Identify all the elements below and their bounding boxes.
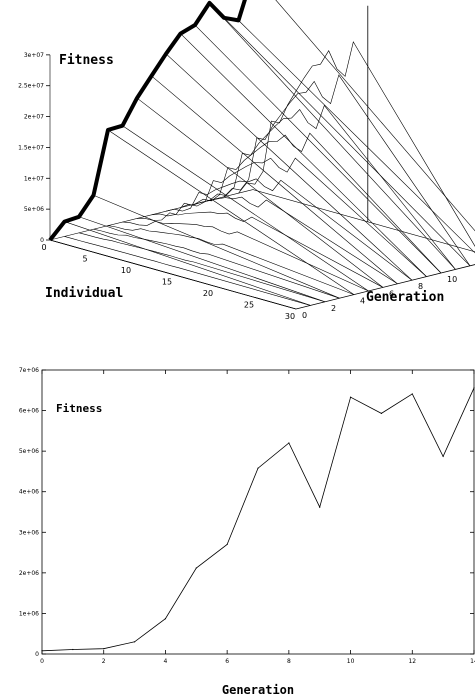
ridge-descent-line bbox=[93, 194, 340, 299]
axis-ticks: 0 2 4 6 8 10 12 14 0 1e+06 2e+06 3e+06 4e+06 5e+06 6e+… bbox=[19, 367, 475, 665]
individual-tick-label: 25 bbox=[244, 301, 254, 310]
x-tick-label: 8 bbox=[287, 658, 291, 665]
individual-tick-label: 30 bbox=[285, 312, 295, 321]
fitness-tick-label: 3e+07 bbox=[24, 52, 44, 59]
generation-ridges bbox=[48, 0, 475, 310]
generation-ridge-line bbox=[165, 178, 413, 281]
fitness-tick-label: 0 bbox=[40, 237, 44, 244]
ridge-descent-line bbox=[223, 17, 471, 267]
y-tick-label: 2e+06 bbox=[19, 570, 39, 577]
x-tick-label: 10 bbox=[347, 658, 355, 665]
generation-tick-label: 0 bbox=[302, 311, 307, 320]
fitness-3d-chart: 0 5e+06 1e+07 1.5e+07 2e+07 2.5e+07 3e+07 0 5 10 1… bbox=[18, 0, 475, 321]
individual-tick-label: 15 bbox=[162, 278, 172, 287]
generation-ridge-line bbox=[137, 211, 384, 288]
x-tick-label: 0 bbox=[40, 658, 44, 665]
fitness-line-chart: 0 2 4 6 8 10 12 14 0 1e+06 2e+06 3e+06 4e+06 5e+06 6e+… bbox=[19, 367, 475, 697]
generation-ridge-line bbox=[180, 157, 427, 277]
y-tick-label: 3e+06 bbox=[19, 529, 39, 536]
ridge-descent-line bbox=[136, 97, 384, 288]
fitness-tick-label: 1e+07 bbox=[24, 175, 44, 182]
generation-ridge-line bbox=[194, 132, 442, 274]
ridge-descent-line bbox=[165, 53, 413, 281]
x-axis-label: Individual bbox=[45, 286, 123, 301]
x-axis-label: Generation bbox=[222, 683, 294, 697]
generation-tick-label: 2 bbox=[331, 304, 336, 313]
y-tick-label: 0 bbox=[35, 651, 39, 658]
ridge-descent-line bbox=[64, 221, 311, 306]
base-axes bbox=[49, 5, 475, 310]
generation-ridge-line bbox=[78, 232, 326, 303]
generation-tick-label: 6 bbox=[389, 289, 394, 298]
generation-ridge-line bbox=[209, 104, 456, 270]
x-tick-label: 2 bbox=[102, 658, 106, 665]
generation-ridge-line bbox=[107, 225, 355, 295]
generation-tick-label: 8 bbox=[418, 282, 423, 291]
generation-ridge-line bbox=[223, 74, 471, 266]
x-tick-label: 6 bbox=[225, 658, 229, 665]
fitness-tick-label: 2.5e+07 bbox=[18, 83, 44, 90]
best-fitness-line bbox=[48, 0, 247, 242]
ridge-descent-line bbox=[238, 20, 475, 254]
axis-ticks: 0 5e+06 1e+07 1.5e+07 2e+07 2.5e+07 3e+07 0 5 10 1… bbox=[18, 52, 457, 321]
fitness-series-line bbox=[41, 387, 475, 652]
y-axis-label: Generation bbox=[366, 290, 444, 305]
ridge-descent-line bbox=[180, 33, 427, 277]
y-tick-label: 6e+06 bbox=[19, 408, 39, 415]
x-tick-label: 14 bbox=[470, 658, 475, 665]
fitness-tick-label: 5e+06 bbox=[24, 206, 44, 213]
generation-tick-label: 10 bbox=[447, 275, 457, 284]
ridge-descent-line bbox=[275, 0, 475, 232]
back-base-line-end bbox=[252, 189, 475, 253]
generation-ridge-line bbox=[64, 236, 311, 306]
chart-title: Fitness bbox=[56, 402, 102, 415]
generation-tick-label: 4 bbox=[360, 297, 365, 306]
individual-tick-label: 10 bbox=[121, 266, 131, 275]
ridge-descent-line bbox=[209, 2, 456, 270]
x-tick-label: 4 bbox=[164, 658, 168, 665]
y-tick-label: 4e+06 bbox=[19, 489, 39, 496]
fitness-tick-label: 1.5e+07 bbox=[18, 144, 44, 151]
y-tick-label: 7e+06 bbox=[19, 367, 39, 374]
fitness-tick-label: 2e+07 bbox=[24, 114, 44, 121]
plot-frame bbox=[41, 369, 475, 655]
generation-ridge-line bbox=[238, 41, 475, 247]
ridge-descent-line bbox=[194, 24, 442, 274]
generation-ridge-line bbox=[93, 228, 340, 299]
individual-tick-label: 20 bbox=[203, 289, 213, 298]
y-tick-label: 5e+06 bbox=[19, 448, 39, 455]
ridge-descent-line bbox=[78, 216, 326, 303]
ridge-descent-line bbox=[151, 75, 398, 285]
y-tick-label: 1e+06 bbox=[19, 610, 39, 617]
z-axis-label: Fitness bbox=[59, 53, 114, 68]
individual-tick-label: 0 bbox=[41, 243, 46, 252]
individual-tick-label: 5 bbox=[82, 255, 87, 264]
generation-ridge-line bbox=[122, 220, 369, 292]
ridge-descent-line bbox=[107, 129, 355, 295]
x-tick-label: 12 bbox=[408, 658, 416, 665]
ridge-descent-line bbox=[122, 125, 369, 292]
ridge-descent-line bbox=[49, 239, 297, 310]
